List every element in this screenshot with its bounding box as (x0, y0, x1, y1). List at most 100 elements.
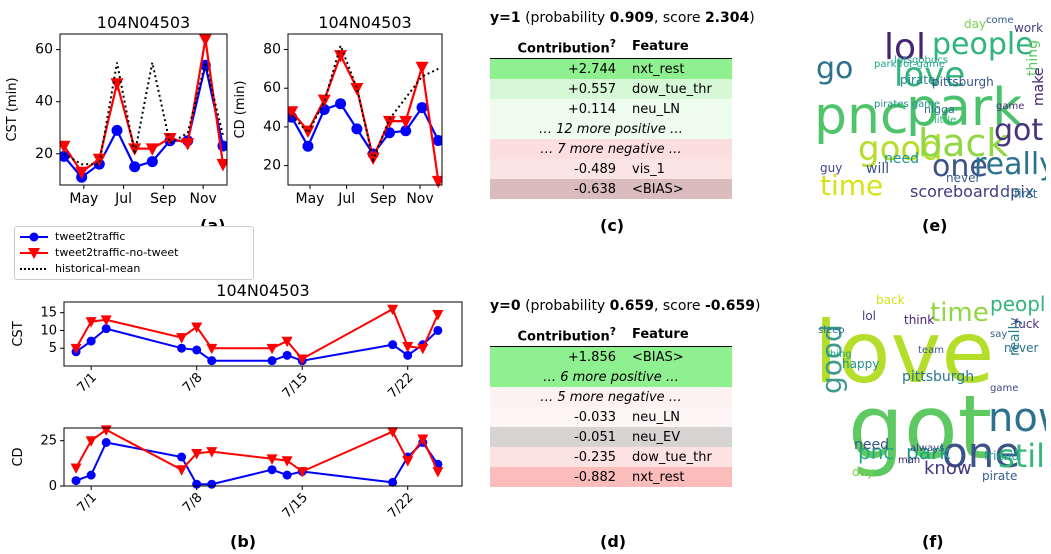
cloud-word: dpix (1000, 182, 1035, 201)
data-point-tweet2traffic (177, 343, 187, 353)
data-point-tweet2traffic (86, 336, 96, 346)
cloud-word: pnc (814, 86, 909, 146)
data-point-tweet2traffic-no-tweet (432, 310, 444, 321)
cloud-word: one (942, 428, 1021, 477)
lime-header: y=1 (probability 0.909, score 2.304) (490, 10, 755, 26)
data-point-tweet2traffic-no-tweet (387, 427, 399, 438)
cloud-word: day (964, 17, 987, 31)
data-point-tweet2traffic-no-tweet (415, 61, 429, 75)
cloud-word: guy (820, 161, 843, 175)
data-point-tweet2traffic (335, 98, 347, 110)
series-line-tweet2traffic (290, 102, 440, 156)
cloud-word: good (858, 129, 943, 169)
lime-feature: <BIAS> (632, 349, 684, 365)
cloud-word: got (994, 113, 1044, 148)
x-tick-label: 7/15 (280, 370, 311, 401)
cloud-word: got (848, 376, 993, 479)
plot-frame (287, 33, 443, 186)
y-axis-label: CD (min) (233, 81, 248, 139)
data-point-tweet2traffic (111, 124, 123, 136)
chart-b-cd: CD 0 25 7/1 7/8 7/15 7/22 (11, 425, 463, 521)
data-point-tweet2traffic-no-tweet (296, 354, 308, 365)
y-axis-label: CST (min) (5, 77, 20, 141)
y-tick-label: 20 (35, 146, 53, 162)
cloud-word: park for game (874, 59, 945, 70)
chart-a-cst: 104N04503 CST (min) 20 40 60 May Jul Sep Nov (5, 13, 228, 207)
data-point-tweet2traffic (101, 324, 111, 334)
panel-label-f: (f) (922, 532, 944, 551)
series-line-tweet2traffic (63, 64, 225, 179)
cloud-word: come (986, 15, 1014, 26)
data-point-tweet2traffic (351, 123, 363, 135)
lime-row-summary: … 5 more negative … (540, 389, 682, 405)
legend-label: tweet2traffic-no-tweet (55, 246, 179, 259)
data-point-tweet2traffic-no-tweet (92, 153, 106, 167)
series-line-tweet2traffic-no-tweet (290, 52, 440, 182)
panel-label-c: (c) (600, 216, 625, 235)
cloud-word: time (930, 298, 989, 328)
cloud-word: really (974, 147, 1046, 182)
data-point-tweet2traffic-no-tweet (266, 454, 278, 465)
y-tick-label: 10 (40, 323, 57, 338)
lime-row: -0.051 neu_EV (490, 427, 732, 448)
cloud-word: pittsburgh (932, 75, 994, 89)
lime-row: … 12 more positive … (490, 119, 732, 140)
lime-feature: <BIAS> (632, 181, 684, 197)
cloud-word: need (884, 151, 919, 167)
x-tick-label: 7/8 (180, 370, 205, 395)
data-point-tweet2traffic (433, 325, 443, 335)
lime-row-summary: … 7 more negative … (540, 141, 682, 157)
cloud-word: fuck (1014, 317, 1040, 331)
data-point-tweet2traffic-no-tweet (176, 465, 188, 476)
cloud-word: day (852, 465, 875, 479)
chart-a-cd: 104N04503 CD (min) 20 40 60 80 May Jul Sep Nov (233, 13, 443, 207)
lime-table: Contribution? Feature +1.856 <BIAS> … 6 mo… (490, 324, 732, 488)
lime-feature: dow_tue_thr (632, 81, 712, 97)
lime-explanation-c: y=1 (probability 0.909, score 2.304) Con… (490, 10, 810, 200)
data-point-tweet2traffic-no-tweet (399, 115, 413, 129)
cloud-word: still (998, 437, 1046, 475)
cloud-word: pirates game (874, 99, 941, 110)
data-point-tweet2traffic-no-tweet (417, 434, 429, 445)
x-tick-label: Nov (189, 191, 216, 207)
plot-area (70, 425, 444, 489)
x-tick-label: 7/15 (280, 490, 311, 521)
lime-row: -0.489 vis_1 (490, 159, 732, 180)
series-line-tweet2traffic-no-tweet (75, 428, 439, 473)
cloud-word: happy (842, 357, 880, 371)
lime-feature: vis_1 (632, 161, 665, 177)
cloud-word: always (910, 443, 945, 454)
data-point-tweet2traffic-no-tweet (417, 343, 429, 355)
cloud-word: friend (984, 449, 1020, 463)
data-point-tweet2traffic-no-tweet (191, 448, 203, 460)
cloud-word: pnc (858, 440, 895, 464)
cloud-word: game (990, 383, 1019, 394)
data-point-tweet2traffic-no-tweet (85, 436, 97, 447)
cloud-word: pirate (982, 469, 1018, 482)
data-point-tweet2traffic-no-tweet (85, 317, 97, 328)
lime-contribution: -0.489 (574, 161, 616, 177)
cloud-word: team (918, 345, 944, 356)
data-point-tweet2traffic-no-tweet (288, 106, 299, 119)
chart-b-cst: 104N04503 CST 5 10 15 7/1 7/8 7/15 7/22 (11, 281, 463, 401)
series-line-historical-mean (290, 42, 439, 164)
cloud-word: work (1014, 21, 1044, 35)
series-line-tweet2traffic (75, 327, 439, 362)
y-tick-label: 20 (263, 158, 281, 174)
y-tick-label: 25 (40, 434, 57, 449)
data-point-tweet2traffic (302, 140, 314, 152)
cloud-word: never (1004, 341, 1039, 355)
lime-feature: neu_LN (632, 101, 680, 117)
panel-label-b: (b) (230, 532, 257, 551)
data-point-tweet2traffic-no-tweet (100, 425, 112, 436)
data-point-tweet2traffic-no-tweet (382, 115, 396, 129)
plot-frame (63, 427, 463, 487)
cloud-word: know (924, 458, 972, 479)
lime-row: +0.557 dow_tue_thr (490, 79, 732, 100)
data-point-tweet2traffic-no-tweet (110, 78, 124, 91)
panel-label-d: (d) (600, 532, 627, 551)
y-tick-label: 60 (263, 80, 281, 96)
y-axis-label: CD (11, 447, 26, 466)
lime-contribution: -0.033 (574, 409, 616, 425)
lime-table: Contribution? Feature +2.744 nxt_rest +0.5… (490, 36, 732, 200)
